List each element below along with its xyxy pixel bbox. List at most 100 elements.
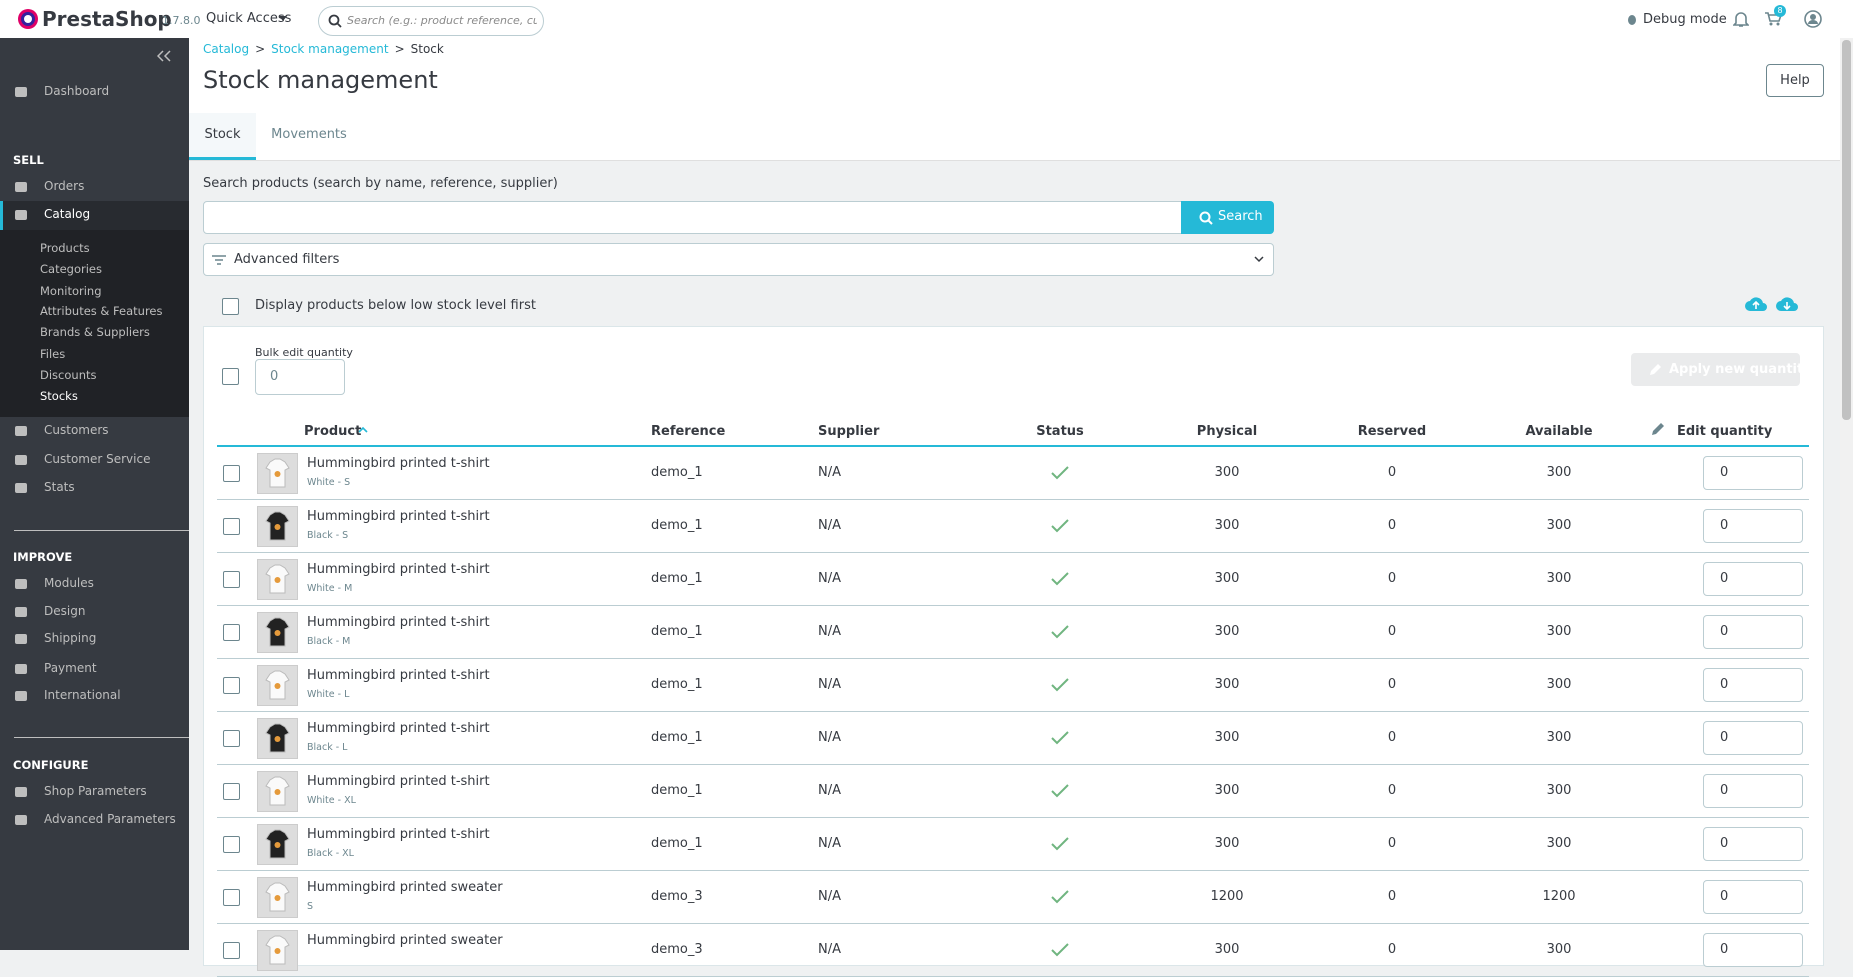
checkbox[interactable] — [223, 518, 240, 536]
submenu-item[interactable]: Monitoring — [40, 284, 102, 298]
version: 1.7.8.0 — [162, 14, 201, 27]
pencil-icon — [1650, 364, 1661, 375]
submenu-item[interactable]: Files — [40, 347, 66, 361]
menu-icon — [15, 815, 27, 825]
reference: demo_1 — [651, 465, 703, 480]
export-icon[interactable] — [1776, 296, 1798, 312]
menu-item[interactable]: Customers — [44, 423, 109, 437]
checkbox[interactable] — [223, 677, 240, 695]
menu-item[interactable]: Payment — [44, 661, 97, 675]
page-title: Stock management — [203, 66, 438, 94]
tab[interactable]: Stock — [189, 113, 256, 160]
bell-icon[interactable] — [1733, 10, 1749, 28]
submenu-item[interactable]: Brands & Suppliers — [40, 325, 150, 339]
apply-button[interactable]: Apply new quantity — [1631, 353, 1812, 386]
search-input[interactable] — [203, 201, 1182, 234]
search-button-label: Search — [1218, 209, 1263, 224]
product-name: Hummingbird printed t-shirt — [307, 668, 490, 684]
product-name: Hummingbird printed t-shirt — [307, 774, 490, 790]
submenu-item[interactable]: Discounts — [40, 368, 97, 382]
submenu-item[interactable]: Products — [40, 241, 90, 255]
menu-item[interactable]: Shipping — [44, 631, 97, 645]
quantity-input[interactable]: 0 — [1703, 562, 1803, 597]
available: 1200 — [1542, 889, 1576, 905]
user-icon[interactable] — [1804, 10, 1822, 28]
checkbox[interactable] — [223, 571, 240, 589]
reference: demo_1 — [651, 730, 703, 746]
physical: 300 — [1214, 518, 1240, 534]
chevron — [1254, 256, 1264, 263]
checkbox[interactable] — [223, 465, 240, 482]
checkbox[interactable] — [223, 783, 240, 801]
menu-item[interactable]: Modules — [44, 576, 94, 590]
physical: 300 — [1214, 783, 1240, 799]
menu-item[interactable]: Customer Service — [44, 452, 151, 466]
checkbox[interactable] — [223, 624, 240, 642]
help-button[interactable]: Help — [1766, 64, 1824, 97]
column-header: Physical — [1196, 424, 1258, 439]
menu-item[interactable]: Orders — [44, 179, 85, 193]
menu-icon — [15, 210, 27, 220]
quantity-input[interactable]: 0 — [1703, 615, 1803, 650]
collapse-icon[interactable] — [157, 50, 171, 62]
tab[interactable]: Movements — [271, 127, 347, 142]
sort-icon[interactable] — [358, 426, 368, 433]
product-variant: S — [307, 901, 314, 913]
logo[interactable]: PrestaShop — [42, 7, 172, 31]
product-variant: White - L — [307, 689, 350, 701]
breadcrumb-item[interactable]: Catalog — [203, 42, 250, 56]
available: 300 — [1546, 465, 1572, 480]
menu-item[interactable]: Shop Parameters — [44, 784, 147, 798]
reference: demo_1 — [651, 783, 703, 799]
supplier: N/A — [818, 571, 841, 587]
menu-item[interactable]: Stats — [44, 480, 75, 494]
bulk-input[interactable]: 0 — [255, 359, 345, 395]
status-check — [1051, 678, 1069, 692]
supplier: N/A — [818, 677, 841, 693]
checkbox[interactable] — [223, 889, 240, 907]
checkbox[interactable] — [223, 730, 240, 748]
stock-card — [203, 326, 1824, 966]
menu-item[interactable]: Advanced Parameters — [44, 812, 176, 826]
import-icon[interactable] — [1745, 296, 1767, 312]
menu-item[interactable]: International — [44, 688, 121, 702]
quantity-input[interactable]: 0 — [1703, 509, 1803, 544]
checkbox[interactable] — [222, 298, 239, 315]
shirt-icon — [265, 670, 290, 700]
checkbox[interactable] — [223, 942, 240, 960]
scrollbar-thumb[interactable] — [1842, 40, 1851, 420]
submenu-item[interactable]: Attributes & Features — [40, 304, 163, 318]
advanced-filters[interactable]: Advanced filters — [203, 243, 1274, 276]
column-header[interactable]: Product — [304, 424, 362, 439]
header-search[interactable]: Search (e.g.: product reference, custon — [318, 6, 544, 36]
quantity-input[interactable]: 0 — [1703, 880, 1803, 915]
quantity-input[interactable]: 0 — [1703, 933, 1803, 968]
checkbox[interactable] — [223, 836, 240, 854]
menu-item[interactable]: Dashboard — [44, 84, 110, 98]
menu-icon — [15, 691, 27, 701]
supplier: N/A — [818, 730, 841, 746]
column-header: Reference — [651, 424, 726, 439]
quantity-input[interactable]: 0 — [1703, 827, 1803, 862]
quantity-input[interactable]: 0 — [1703, 721, 1803, 756]
section-title: SELL — [13, 153, 44, 167]
submenu-item[interactable]: Stocks — [40, 389, 78, 403]
search-icon — [328, 14, 342, 28]
search-button[interactable]: Search — [1181, 201, 1274, 234]
scrollbar[interactable] — [1840, 38, 1853, 950]
submenu-item[interactable]: Categories — [40, 262, 102, 276]
supplier: N/A — [818, 836, 841, 852]
quantity-input[interactable]: 0 — [1703, 668, 1803, 703]
available: 300 — [1546, 518, 1572, 534]
menu-item[interactable]: Catalog — [44, 207, 91, 221]
product-variant: Black - XL — [307, 848, 354, 860]
checkbox[interactable] — [222, 368, 239, 385]
supplier: N/A — [818, 624, 841, 640]
quantity-input[interactable]: 0 — [1703, 774, 1803, 809]
debug-mode[interactable]: Debug mode — [1643, 12, 1727, 27]
quantity-input[interactable]: 0 — [1703, 456, 1803, 490]
quick-access[interactable]: Quick Access — [206, 11, 292, 26]
page-header — [189, 38, 1840, 161]
breadcrumb-item[interactable]: Stock management — [271, 42, 389, 56]
menu-item[interactable]: Design — [44, 604, 86, 618]
